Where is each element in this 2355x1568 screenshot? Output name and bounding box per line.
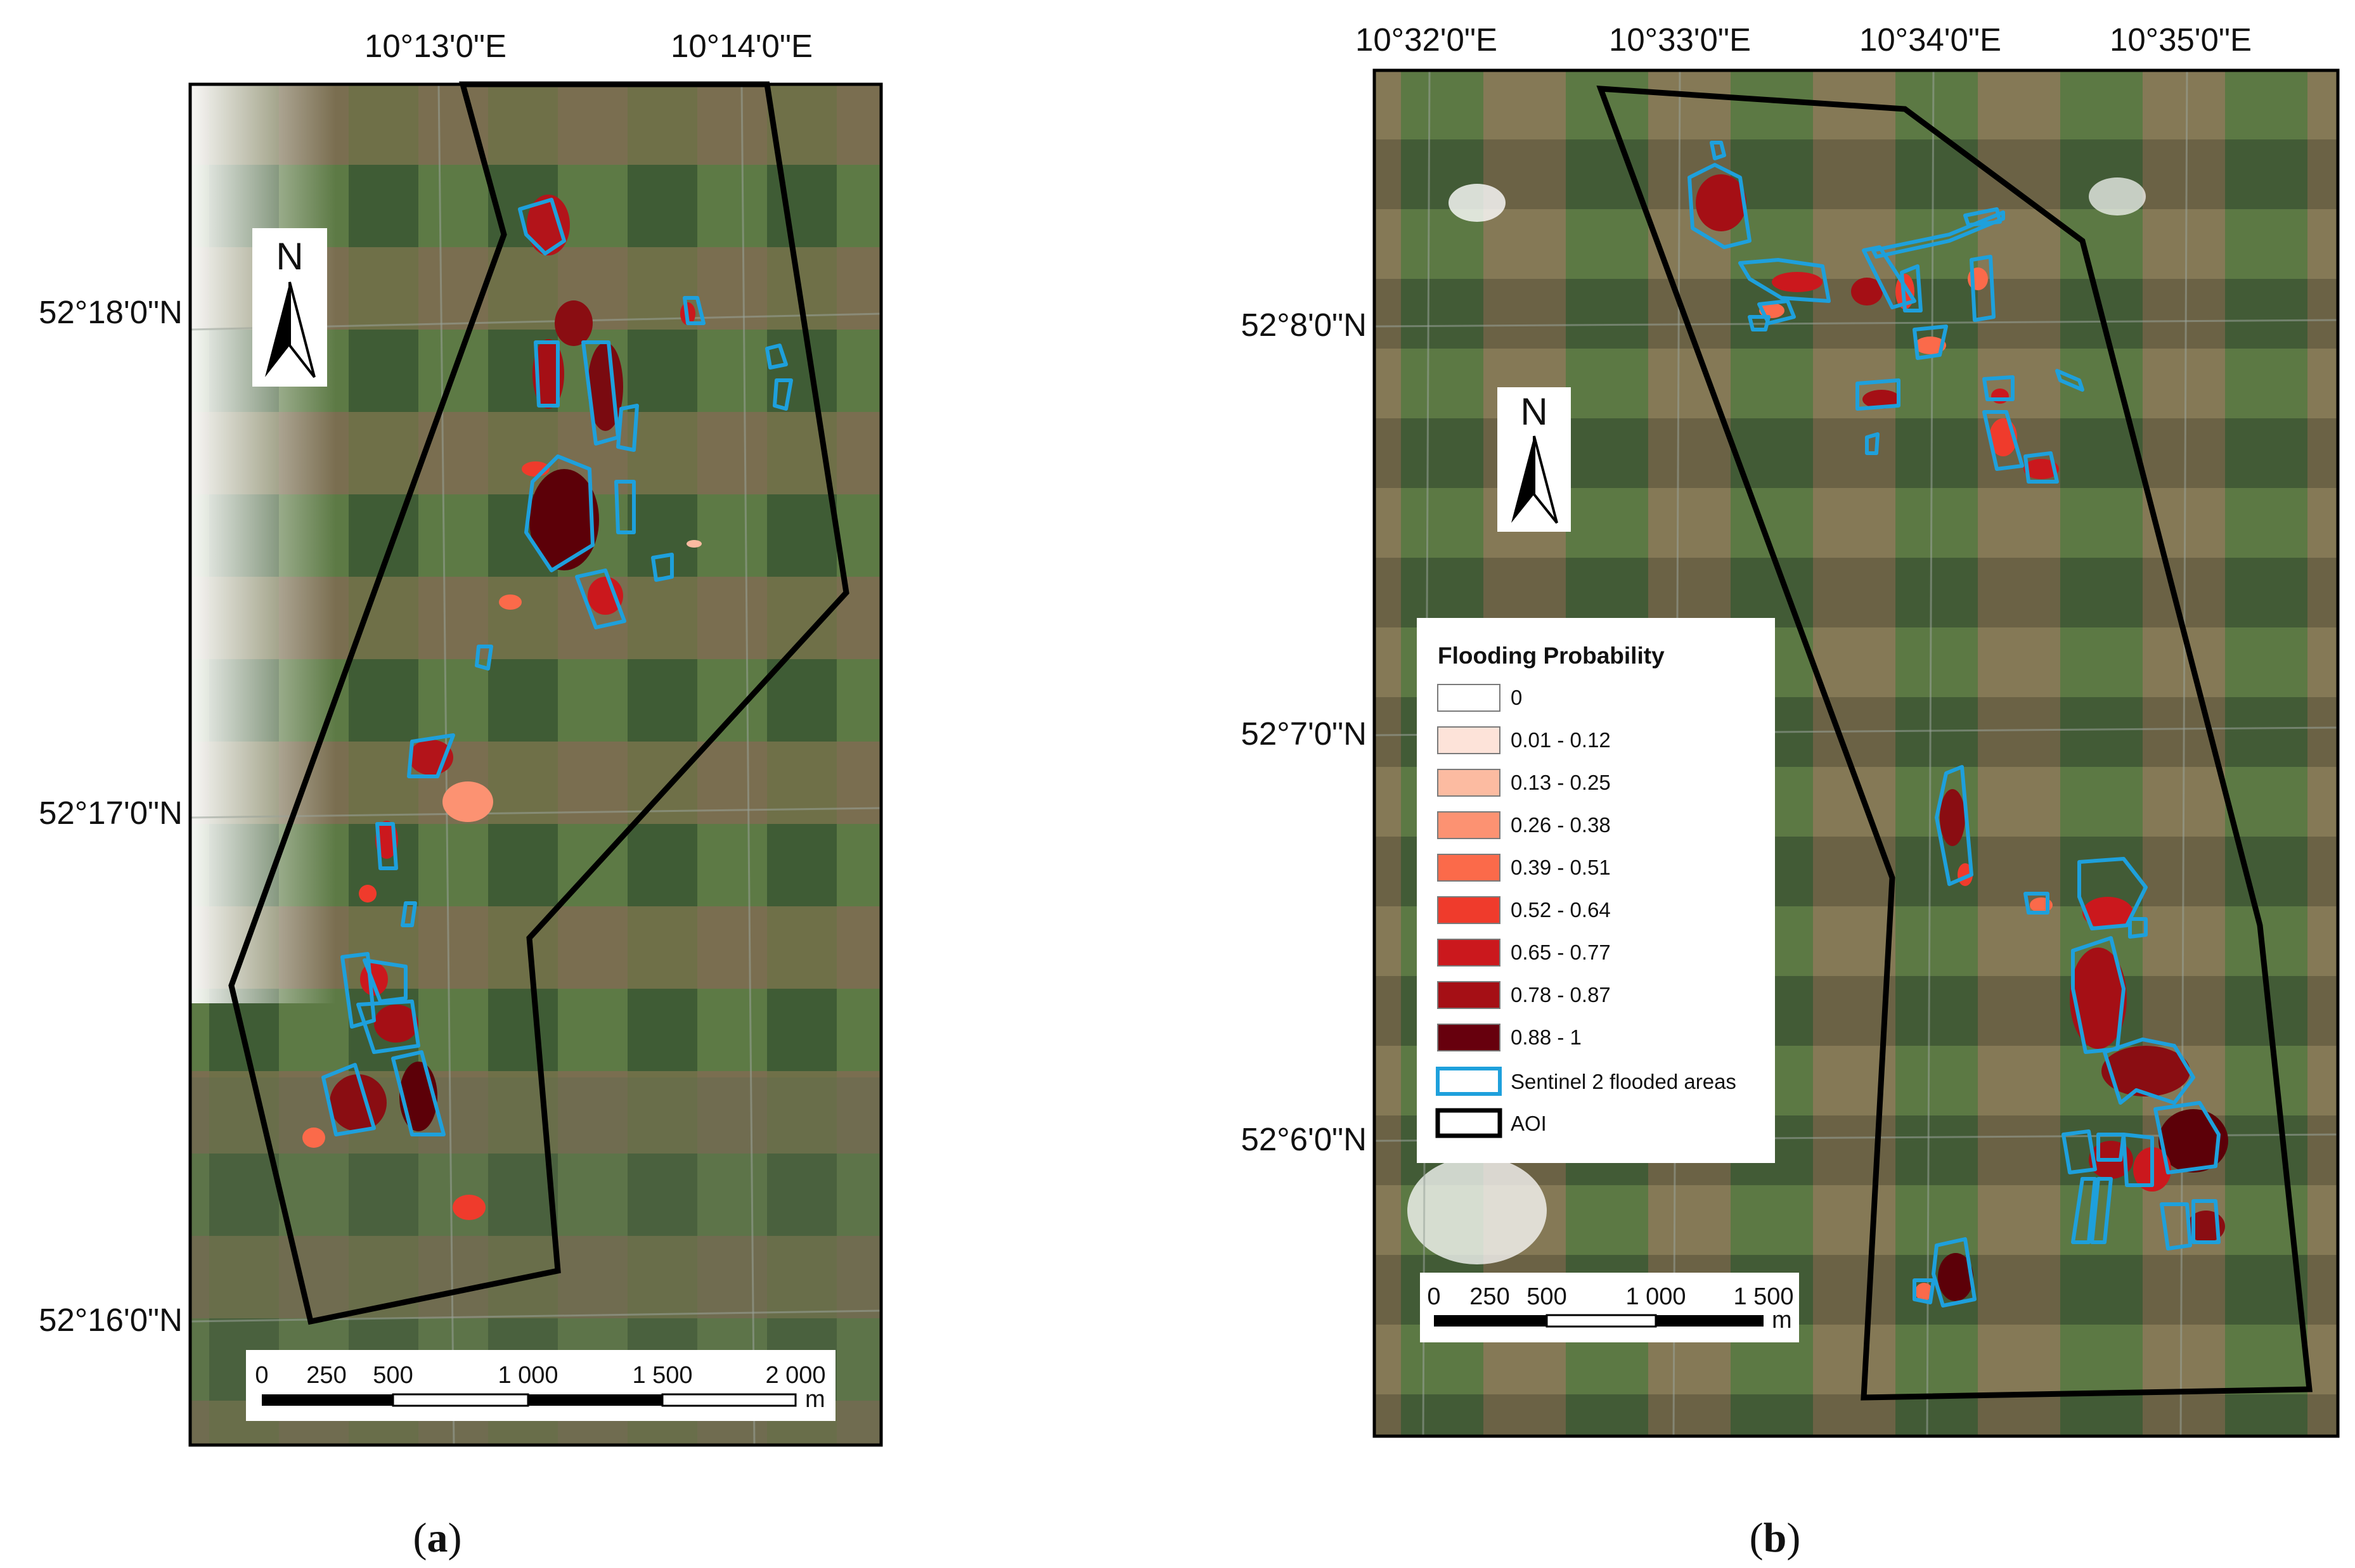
panel-a-north-arrow: N <box>252 228 327 387</box>
panel-b-scale-bar: 0 250 500 1 000 1 500 m <box>1420 1273 1799 1342</box>
scale-tick-label: 1 000 <box>1625 1283 1686 1310</box>
legend-title: Flooding Probability <box>1438 643 1665 669</box>
scale-unit: m <box>805 1386 825 1413</box>
scale-tick-label: 500 <box>1526 1283 1566 1310</box>
legend-label: 0.78 - 0.87 <box>1511 983 1611 1006</box>
legend-label: 0 <box>1511 686 1522 709</box>
panel-b-lat-label: 52°8'0"N <box>1241 307 1367 343</box>
legend-swatch <box>1437 854 1500 882</box>
panel-b-north-arrow: N <box>1497 387 1571 532</box>
panel-a-aoi-boundary <box>228 81 849 1325</box>
legend-swatch <box>1437 939 1500 967</box>
panel-b-lon-label: 10°34'0"E <box>1859 22 2001 58</box>
legend-label: 0.01 - 0.12 <box>1511 728 1611 752</box>
legend-label-aoi: AOI <box>1511 1112 1547 1135</box>
legend-label-sentinel: Sentinel 2 flooded areas <box>1511 1070 1736 1093</box>
panel-a-lat-label: 52°18'0"N <box>39 294 183 330</box>
legend-swatch <box>1437 981 1500 1009</box>
panel-b-caption: (b) <box>1750 1515 1801 1561</box>
legend-label: 0.39 - 0.51 <box>1511 856 1611 879</box>
legend-swatch <box>1437 769 1500 797</box>
panel-b-frame <box>1372 68 2340 1438</box>
panel-a-lat-label: 52°16'0"N <box>39 1302 183 1338</box>
legend-classes: 0 0.01 - 0.12 0.13 - 0.25 0.26 - 0.38 0.39 -… <box>1437 684 1611 1051</box>
panel-b-aoi-boundary <box>1596 86 2313 1401</box>
panel-a-lon-label: 10°13'0"E <box>365 28 506 64</box>
scale-tick-label: 1 500 <box>632 1362 692 1389</box>
legend-swatch <box>1437 684 1500 712</box>
scale-tick-label: 1 000 <box>498 1362 558 1389</box>
legend-label: 0.13 - 0.25 <box>1511 771 1611 794</box>
scale-tick-label: 0 <box>1427 1283 1440 1310</box>
legend-label: 0.65 - 0.77 <box>1511 941 1611 964</box>
legend-swatch <box>1437 896 1500 924</box>
panel-b: N Flooding Probability 0 0.01 - 0.12 0.13 … <box>1241 22 2340 1561</box>
scale-tick-label: 2 000 <box>765 1362 825 1389</box>
panel-a-sentinel2-flooded-areas <box>321 198 793 1136</box>
scale-unit: m <box>1772 1307 1792 1333</box>
legend-label: 0.26 - 0.38 <box>1511 813 1611 837</box>
legend-swatch <box>1437 1024 1500 1051</box>
panel-a-scale-bar: 0 250 500 1 000 1 500 2 000 m <box>246 1350 836 1421</box>
legend-label: 0.88 - 1 <box>1511 1025 1582 1049</box>
scale-tick-label: 250 <box>306 1362 346 1389</box>
legend-swatch-sentinel <box>1436 1067 1502 1096</box>
panel-a-frame <box>188 82 883 1447</box>
legend-swatch <box>1437 811 1500 839</box>
panel-b-north-label: N <box>1520 390 1547 433</box>
panel-b-lon-label: 10°35'0"E <box>2110 22 2252 58</box>
legend-swatch-aoi <box>1435 1108 1502 1138</box>
panel-a-caption: (a) <box>413 1515 462 1561</box>
panel-b-sentinel2-flooded-areas <box>1687 141 2221 1308</box>
panel-a-lon-label: 10°14'0"E <box>671 28 813 64</box>
legend: Flooding Probability 0 0.01 - 0.12 0.13 - … <box>1417 618 1775 1163</box>
panel-a-cloud-cover <box>190 84 336 1003</box>
scale-tick-label: 500 <box>373 1362 413 1389</box>
panel-b-lon-label: 10°32'0"E <box>1355 22 1497 58</box>
panel-a-lat-label: 52°17'0"N <box>39 795 183 831</box>
panel-a-north-label: N <box>276 235 303 278</box>
panel-a-flood-probability-patches <box>302 195 702 1220</box>
panel-a: N 0 250 500 1 000 1 500 2 000 m 10°13'0"… <box>39 28 883 1561</box>
panel-b-lon-label: 10°33'0"E <box>1609 22 1751 58</box>
scale-tick-label: 250 <box>1469 1283 1509 1310</box>
panel-b-lat-label: 52°6'0"N <box>1241 1121 1367 1157</box>
legend-label: 0.52 - 0.64 <box>1511 898 1611 922</box>
scale-tick-label: 1 500 <box>1733 1283 1793 1310</box>
panel-b-lat-label: 52°7'0"N <box>1241 716 1367 752</box>
legend-swatch <box>1437 726 1500 754</box>
scale-tick-label: 0 <box>255 1362 268 1389</box>
